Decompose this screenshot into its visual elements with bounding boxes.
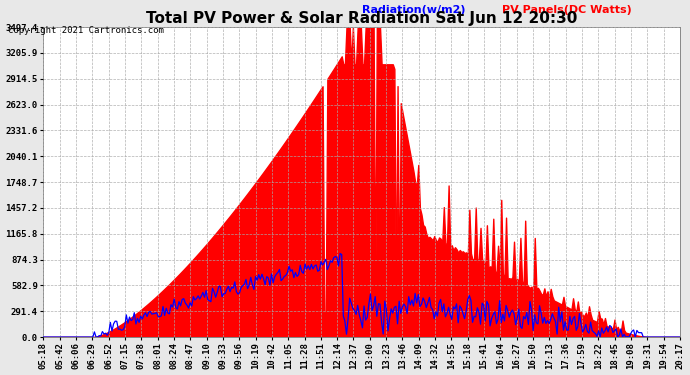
Title: Total PV Power & Solar Radiation Sat Jun 12 20:30: Total PV Power & Solar Radiation Sat Jun… [146, 11, 578, 26]
Text: Copyright 2021 Cartronics.com: Copyright 2021 Cartronics.com [8, 26, 164, 35]
Text: Radiation(w/m2): Radiation(w/m2) [362, 5, 465, 15]
Text: PV Panels(DC Watts): PV Panels(DC Watts) [502, 5, 631, 15]
